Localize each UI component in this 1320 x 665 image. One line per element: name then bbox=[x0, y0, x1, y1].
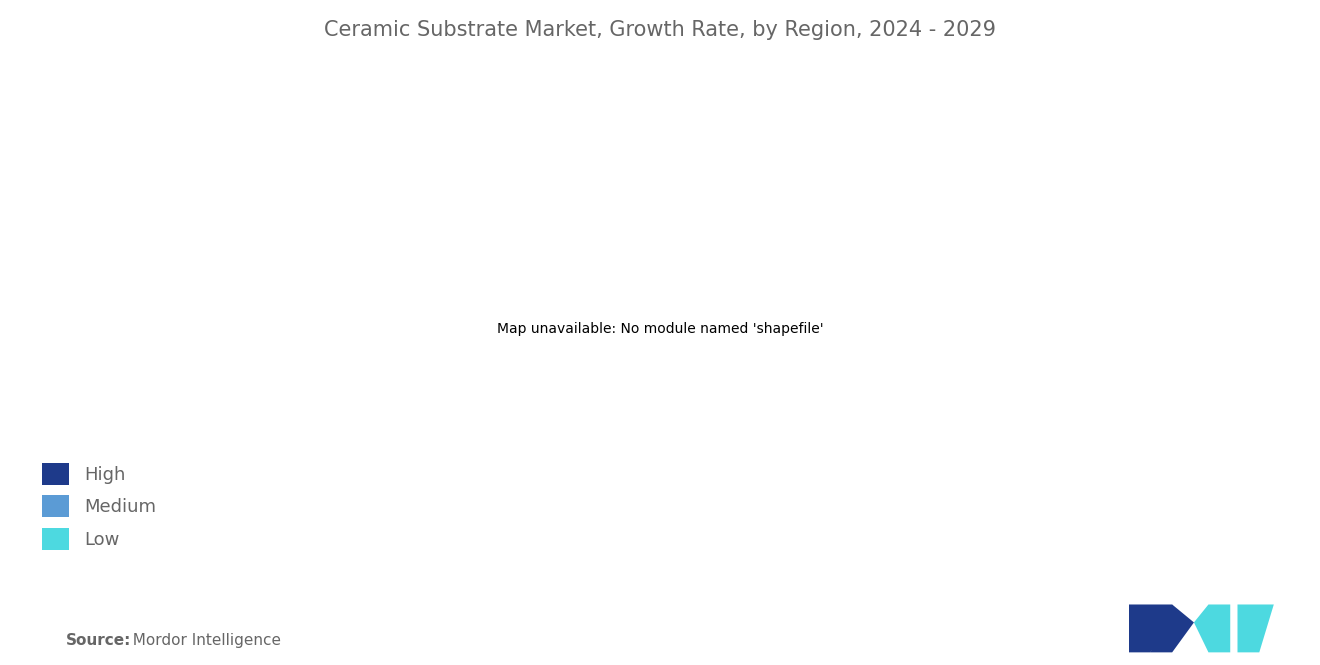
Text: Map unavailable: No module named 'shapefile': Map unavailable: No module named 'shapef… bbox=[496, 322, 824, 336]
Text: Ceramic Substrate Market, Growth Rate, by Region, 2024 - 2029: Ceramic Substrate Market, Growth Rate, b… bbox=[323, 20, 997, 40]
Text: Source:: Source: bbox=[66, 633, 132, 648]
Text: Mordor Intelligence: Mordor Intelligence bbox=[123, 633, 281, 648]
Polygon shape bbox=[1238, 604, 1274, 652]
Polygon shape bbox=[1129, 604, 1172, 652]
Polygon shape bbox=[1150, 604, 1193, 652]
Polygon shape bbox=[1193, 604, 1230, 652]
Legend: High, Medium, Low: High, Medium, Low bbox=[36, 456, 164, 557]
